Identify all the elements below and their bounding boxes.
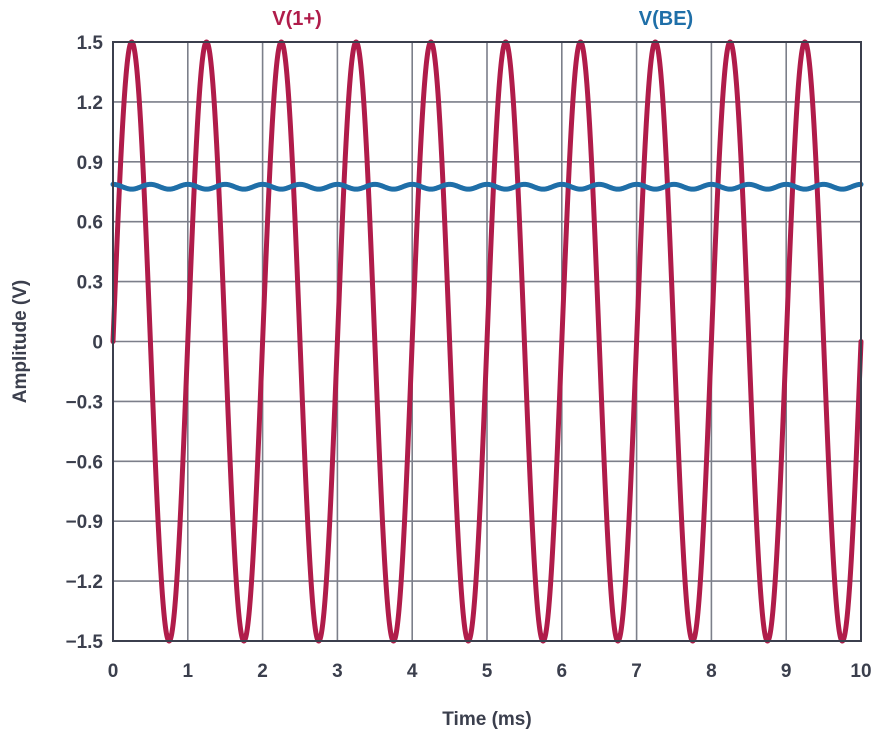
y-tick-label: 1.5 — [77, 33, 104, 54]
series-layer — [110, 39, 864, 644]
y-axis-label: Amplitude (V) — [10, 280, 31, 404]
x-axis-ticks: 0 1 2 3 4 5 6 7 8 9 10 — [108, 661, 872, 682]
y-tick-label: 0.6 — [77, 213, 103, 234]
plot-frame — [112, 41, 862, 642]
y-tick-label: 0 — [92, 333, 103, 354]
x-tick-label: 9 — [781, 661, 792, 682]
y-tick-label: −1.2 — [65, 572, 103, 593]
y-tick-label: 1.2 — [77, 93, 103, 114]
y-tick-label: −1.5 — [65, 632, 103, 653]
x-tick-label: 5 — [482, 661, 493, 682]
x-tick-label: 0 — [108, 661, 119, 682]
series-line-1 — [110, 39, 864, 644]
x-axis-label: Time (ms) — [442, 709, 531, 730]
x-tick-label: 3 — [332, 661, 343, 682]
y-tick-label: −0.9 — [65, 512, 103, 533]
x-tick-label: 7 — [631, 661, 642, 682]
x-tick-label: 1 — [183, 661, 194, 682]
y-tick-label: 0.3 — [77, 273, 103, 294]
y-tick-label: −0.6 — [65, 452, 103, 473]
y-tick-label: 0.9 — [77, 153, 103, 174]
legend-entry: V(BE) — [639, 8, 693, 30]
x-tick-label: 2 — [257, 661, 268, 682]
legend: V(1+) V(BE) — [272, 8, 693, 30]
x-tick-label: 6 — [557, 661, 568, 682]
series-line-2 — [110, 181, 864, 192]
x-tick-label: 10 — [850, 661, 871, 682]
y-tick-label: −0.3 — [65, 392, 103, 413]
x-tick-label: 8 — [706, 661, 717, 682]
x-tick-label: 4 — [407, 661, 418, 682]
legend-entry: V(1+) — [272, 8, 321, 30]
y-axis-ticks: 1.5 1.2 0.9 0.6 0.3 0 −0.3 −0.6 −0.9 −1.2 −1.5 — [65, 33, 103, 653]
